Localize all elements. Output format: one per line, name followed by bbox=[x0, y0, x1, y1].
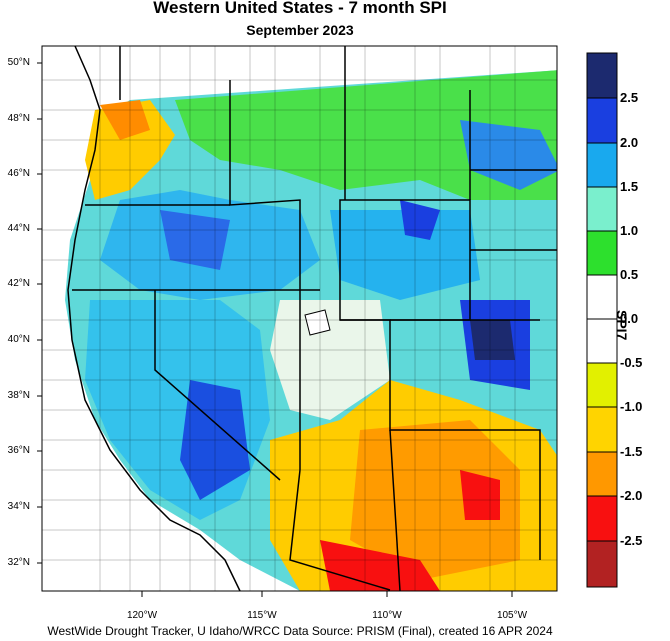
map-title: Western United States - 7 month SPI bbox=[153, 0, 447, 17]
colorbar-label-0.0: 0.0 bbox=[620, 311, 639, 326]
lat-label-46: 46°N bbox=[7, 168, 30, 179]
map-subtitle: September 2023 bbox=[246, 22, 354, 38]
lon-label-105: 105°W bbox=[496, 610, 528, 621]
colorbar-label-neg1.5: -1.5 bbox=[620, 444, 643, 459]
lat-label-38: 38°N bbox=[7, 390, 30, 401]
lat-label-34: 34°N bbox=[7, 501, 30, 512]
lon-label-110: 110°W bbox=[372, 610, 402, 621]
lon-label-120: 120°W bbox=[126, 610, 158, 621]
colorbar-label-neg2.5: -2.5 bbox=[620, 533, 643, 548]
colorbar-label-1.0: 1.0 bbox=[620, 223, 639, 238]
lon-label-115: 115°W bbox=[247, 610, 277, 621]
lat-label-32: 32°N bbox=[7, 557, 30, 568]
lat-label-48: 48°N bbox=[7, 113, 30, 124]
lat-label-44: 44°N bbox=[7, 223, 30, 234]
colorbar-label-neg0.5: -0.5 bbox=[620, 355, 643, 370]
lat-label-50: 50°N bbox=[7, 57, 30, 68]
map-footer-credit: WestWide Drought Tracker, U Idaho/WRCC D… bbox=[47, 624, 553, 638]
colorbar-label-1.5: 1.5 bbox=[620, 179, 639, 194]
colorbar-label-neg1.0: -1.0 bbox=[620, 399, 643, 414]
lat-label-42: 42°N bbox=[7, 278, 30, 289]
colorbar-label-neg2.0: -2.0 bbox=[620, 488, 643, 503]
lat-label-36: 36°N bbox=[7, 445, 30, 456]
colorbar-title: SPI7 bbox=[614, 310, 630, 341]
colorbar-label-2.0: 2.0 bbox=[620, 135, 639, 150]
colorbar-label-2.5: 2.5 bbox=[620, 90, 639, 105]
colorbar bbox=[586, 52, 618, 588]
colorbar-label-0.5: 0.5 bbox=[620, 267, 639, 282]
lat-label-40: 40°N bbox=[7, 334, 30, 345]
